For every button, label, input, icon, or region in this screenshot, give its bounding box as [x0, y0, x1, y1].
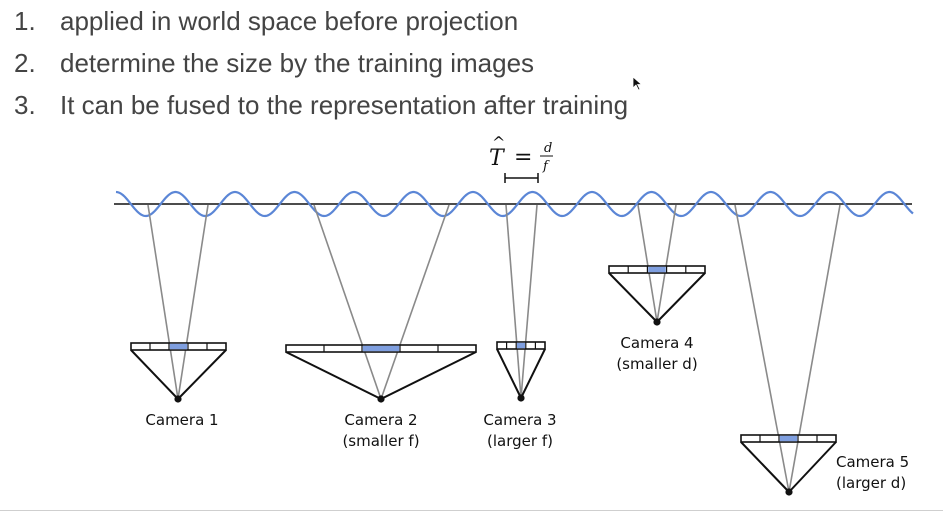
bottom-divider	[0, 510, 943, 511]
equation-hat: ^	[492, 133, 505, 152]
camera-3-ray-right	[520, 204, 538, 399]
equation-denominator: f	[542, 159, 550, 174]
camera-4-note: (smaller d)	[616, 355, 697, 373]
camera-4-center-pixel	[648, 266, 666, 273]
camera-5-ray-right	[788, 204, 841, 493]
signal-wave	[115, 190, 914, 218]
camera-3-label: Camera 3	[483, 411, 556, 429]
camera-1	[130, 342, 227, 403]
camera-2-frustum	[285, 351, 477, 400]
camera-2-ray-right	[380, 204, 450, 400]
camera-4-frustum	[608, 272, 706, 323]
camera-4	[608, 265, 706, 326]
camera-2-center-pixel	[362, 345, 400, 352]
camera-3-focal-point	[517, 394, 525, 402]
camera-5-label: Camera 5	[836, 453, 909, 471]
camera-2	[285, 344, 477, 403]
camera-3-center-pixel	[517, 342, 525, 349]
filter-size-equation: T ^ = d f	[489, 133, 553, 174]
camera-2-note: (smaller f)	[342, 432, 419, 450]
camera-labels: Camera 1 Camera 2 (smaller f) Camera 3 (…	[145, 334, 909, 492]
equation-equals: =	[514, 145, 532, 170]
bullet-number: 1.	[14, 6, 36, 36]
bullet-text: It can be fused to the representation af…	[60, 90, 629, 120]
camera-1-focal-point	[174, 395, 182, 403]
camera-1-ray-left	[147, 204, 179, 400]
equation-lhs: T	[489, 146, 506, 171]
bullet-text: applied in world space before projection	[60, 6, 519, 36]
bullet-item: 1. applied in world space before projecti…	[14, 0, 628, 42]
camera-5	[740, 434, 837, 496]
camera-3-ray-left	[505, 204, 522, 399]
bullet-item: 3. It can be fused to the representation …	[14, 84, 628, 126]
camera-1-label: Camera 1	[145, 411, 218, 429]
bullet-list: 1. applied in world space before projecti…	[14, 0, 628, 126]
camera-5-center-pixel	[779, 435, 798, 442]
camera-5-focal-point	[785, 488, 793, 496]
camera-group	[130, 265, 837, 496]
camera-4-ray-left	[637, 204, 658, 323]
camera-3-note: (larger f)	[487, 432, 553, 450]
bullet-item: 2. determine the size by the training ima…	[14, 42, 628, 84]
camera-1-ray-right	[177, 204, 209, 400]
equation-numerator: d	[544, 141, 552, 156]
bullet-text: determine the size by the training image…	[60, 48, 535, 78]
camera-5-note: (larger d)	[836, 474, 906, 492]
camera-2-ray-left	[313, 204, 382, 400]
camera-5-ray-left	[734, 204, 790, 493]
bullet-number: 3.	[14, 90, 36, 120]
camera-4-ray-right	[656, 204, 677, 323]
camera-5-frustum	[740, 441, 837, 493]
camera-4-focal-point	[653, 318, 661, 326]
bullet-number: 2.	[14, 48, 36, 78]
camera-1-center-pixel	[169, 343, 188, 350]
period-indicator	[504, 173, 539, 183]
camera-3	[496, 341, 546, 402]
camera-rays	[147, 204, 841, 493]
mouse-pointer-icon	[632, 76, 643, 91]
camera-4-label: Camera 4	[620, 334, 693, 352]
camera-2-focal-point	[377, 395, 385, 403]
camera-2-label: Camera 2	[344, 411, 417, 429]
